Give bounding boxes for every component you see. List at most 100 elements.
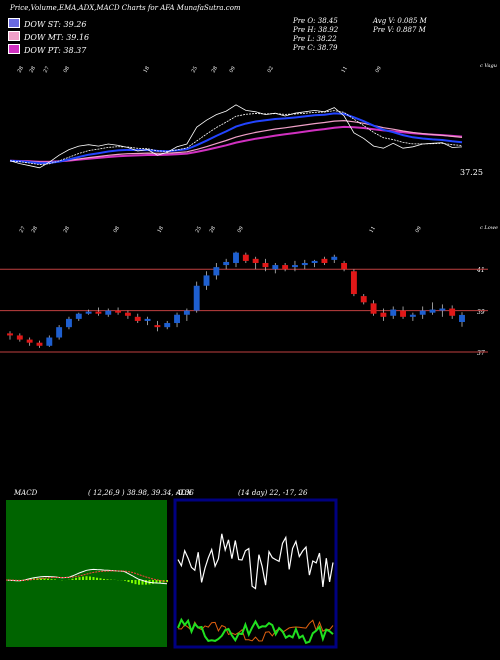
candle-body <box>272 265 279 270</box>
candle-body <box>213 267 220 276</box>
ema-fast-line <box>9 112 463 165</box>
stat-pre-volume: Pre V: 0.887 M <box>373 26 426 34</box>
price-date-tick: 11 <box>369 225 377 234</box>
candle-body <box>174 314 180 324</box>
candle-body <box>85 311 92 314</box>
legend-swatch-st <box>8 18 20 28</box>
price-level-41: 41 <box>477 267 485 274</box>
volume-date-tick: 09 <box>375 65 383 74</box>
candle-body <box>301 262 308 266</box>
legend-dow-pt: DOW PT: 38.37 <box>8 44 86 55</box>
candle-body <box>193 285 200 311</box>
legend-label-mt: DOW MT: 39.16 <box>24 33 90 42</box>
volume-date-tick: 28 <box>29 65 37 74</box>
macd-panel <box>5 500 168 647</box>
adx-line <box>177 617 334 645</box>
stat-pre-high: Pre H: 38.92 <box>293 26 339 34</box>
candle-body <box>321 258 328 263</box>
candle-body <box>292 265 298 268</box>
candle-body <box>36 342 43 346</box>
macd-title: MACD <box>14 489 38 497</box>
candle-body <box>164 323 171 328</box>
candle-body <box>115 310 122 313</box>
volume-date-tick: 18 <box>143 65 151 74</box>
macd-values: ( 12,26,9 ) 38.98, 39.34, -0.36 <box>88 489 194 497</box>
candle-body <box>233 252 239 263</box>
price-date-tick: 28 <box>31 225 39 234</box>
candle-body <box>7 333 13 336</box>
candle-body <box>26 339 33 343</box>
volume-date-tick: 28 <box>17 65 25 74</box>
price-level-37: 37 <box>477 350 485 357</box>
legend-label-pt: DOW PT: 38.37 <box>24 46 87 55</box>
candle-body <box>56 327 63 338</box>
candle-body <box>360 296 367 303</box>
candle-body <box>449 308 456 316</box>
candle-body <box>66 318 72 328</box>
candle-body <box>16 335 23 340</box>
candle-body <box>439 308 446 311</box>
volume-price-label: 37.25 <box>460 168 483 177</box>
price-date-tick: 27 <box>19 225 27 234</box>
price-date-tick: 28 <box>209 225 217 234</box>
candle-body <box>183 310 190 315</box>
candle-body <box>75 313 82 319</box>
candle-body <box>400 310 406 317</box>
price-date-tick: 25 <box>195 225 203 234</box>
volume-date-ticks: 28 28 27 08 18 25 28 09 02 11 09 <box>17 65 383 74</box>
stat-pre-open: Pre O: 38.45 <box>293 17 338 25</box>
stat-avg-volume: Avg V: 0.085 M <box>373 17 427 25</box>
adx-background <box>175 500 336 647</box>
candle-body <box>144 318 151 321</box>
candle-body <box>252 258 259 263</box>
stat-pre-close: Pre C: 38.79 <box>293 44 338 52</box>
candle-body <box>203 275 210 286</box>
price-level-lines <box>0 268 488 353</box>
macd-background <box>6 500 167 647</box>
macd-signal-line <box>6 570 168 583</box>
legend-dow-mt: DOW MT: 39.16 <box>8 31 89 42</box>
price-axis-label: c Lowe <box>480 225 498 231</box>
ema-lines <box>9 104 463 169</box>
candle-body <box>223 261 230 266</box>
price-close-line <box>9 104 463 169</box>
price-date-tick: 18 <box>157 225 165 234</box>
volume-axis-label: c Vagu <box>480 63 497 69</box>
chart-title: Price,Volume,EMA,ADX,MACD Charts for AFA… <box>10 4 241 12</box>
volume-date-tick: 27 <box>43 65 51 74</box>
candles <box>7 251 465 348</box>
legend-swatch-mt <box>8 31 20 41</box>
adx-di-plus-line <box>177 533 334 590</box>
stat-pre-low: Pre L: 38.22 <box>293 35 337 43</box>
candle-body <box>282 265 289 270</box>
adx-values: (14 day) 22, -17, 26 <box>238 489 308 497</box>
candle-body <box>419 310 426 315</box>
volume-date-tick: 08 <box>63 65 71 74</box>
price-level-39: 39 <box>477 309 485 316</box>
candle-body <box>311 260 318 263</box>
price-date-tick: 09 <box>237 225 245 234</box>
candle-body <box>95 311 102 314</box>
volume-date-tick: 02 <box>267 65 275 74</box>
candle-body <box>409 314 416 317</box>
candle-body <box>46 337 53 346</box>
volume-date-tick: 28 <box>211 65 219 74</box>
volume-date-tick: 09 <box>229 65 237 74</box>
candle-body <box>124 312 131 316</box>
ema-short-line <box>9 110 463 166</box>
price-date-ticks: 27 28 28 08 18 25 28 09 11 09 <box>19 225 423 234</box>
adx-di-minus-line <box>177 619 334 642</box>
price-date-tick: 08 <box>113 225 121 234</box>
adx-panel <box>173 498 338 649</box>
candle-body <box>242 254 249 261</box>
candle-body <box>370 303 377 314</box>
candle-body <box>341 262 348 270</box>
adx-title: ADX <box>176 489 192 497</box>
candle-body <box>331 256 338 260</box>
legend-label-st: DOW ST: 39.26 <box>24 20 87 29</box>
candle-body <box>134 316 141 321</box>
adx-border <box>173 498 338 649</box>
legend-dow-st: DOW ST: 39.26 <box>8 18 86 29</box>
candle-body <box>105 310 112 315</box>
candle-body <box>459 314 465 322</box>
